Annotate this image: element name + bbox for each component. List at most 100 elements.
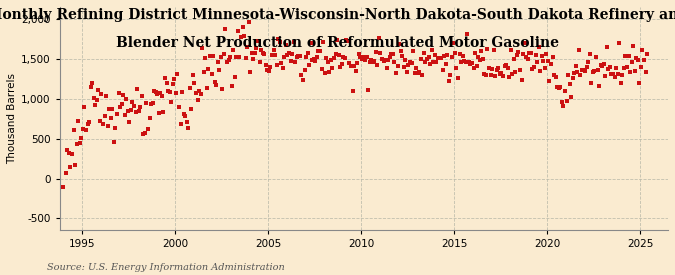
- Point: [65, 164, 76, 169]
- Point: [453, 75, 464, 80]
- Point: [360, 58, 371, 62]
- Point: [124, 120, 135, 125]
- Point: [60, 171, 71, 175]
- Point: [254, 60, 265, 64]
- Point: [188, 73, 198, 78]
- Point: [158, 110, 169, 114]
- Point: [434, 56, 445, 60]
- Point: [490, 74, 501, 78]
- Point: [423, 55, 434, 59]
- Point: [524, 51, 535, 55]
- Point: [383, 58, 394, 62]
- Point: [140, 131, 151, 136]
- Point: [435, 56, 446, 60]
- Point: [488, 48, 499, 52]
- Point: [130, 110, 141, 114]
- Point: [242, 45, 252, 50]
- Point: [589, 69, 600, 73]
- Point: [592, 68, 603, 72]
- Point: [403, 63, 414, 67]
- Point: [290, 59, 300, 64]
- Point: [273, 37, 284, 41]
- Point: [251, 45, 262, 50]
- Point: [330, 51, 341, 56]
- Point: [608, 72, 618, 76]
- Point: [429, 52, 440, 57]
- Point: [541, 52, 551, 57]
- Point: [600, 74, 611, 78]
- Point: [477, 57, 488, 61]
- Point: [352, 61, 362, 65]
- Point: [186, 107, 197, 111]
- Point: [516, 77, 527, 82]
- Point: [107, 107, 117, 112]
- Point: [459, 58, 470, 63]
- Point: [508, 57, 519, 61]
- Point: [521, 55, 532, 59]
- Point: [79, 104, 90, 109]
- Point: [243, 20, 254, 24]
- Point: [110, 126, 121, 130]
- Point: [300, 55, 311, 59]
- Point: [538, 59, 549, 64]
- Point: [537, 53, 547, 58]
- Point: [384, 54, 395, 59]
- Point: [129, 104, 140, 109]
- Point: [344, 61, 355, 66]
- Point: [543, 59, 554, 64]
- Point: [175, 122, 186, 127]
- Point: [287, 51, 298, 56]
- Point: [583, 60, 593, 64]
- Point: [404, 60, 415, 64]
- Point: [471, 64, 482, 68]
- Point: [298, 78, 308, 82]
- Point: [377, 57, 387, 62]
- Point: [569, 71, 580, 75]
- Point: [98, 122, 109, 127]
- Point: [549, 73, 560, 77]
- Point: [331, 38, 342, 42]
- Point: [380, 58, 391, 62]
- Point: [367, 60, 378, 65]
- Point: [512, 53, 522, 57]
- Point: [587, 70, 598, 74]
- Point: [433, 55, 443, 60]
- Point: [637, 48, 648, 53]
- Point: [203, 67, 214, 71]
- Point: [445, 73, 456, 77]
- Point: [70, 163, 80, 167]
- Point: [148, 89, 159, 94]
- Point: [76, 136, 86, 141]
- Point: [201, 86, 212, 91]
- Point: [250, 51, 261, 55]
- Point: [184, 86, 195, 90]
- Point: [127, 100, 138, 104]
- Point: [225, 55, 236, 60]
- Point: [501, 63, 512, 67]
- Point: [581, 64, 592, 69]
- Point: [109, 139, 119, 144]
- Point: [325, 57, 336, 62]
- Point: [152, 92, 163, 97]
- Point: [200, 56, 211, 60]
- Point: [440, 61, 451, 66]
- Point: [285, 59, 296, 64]
- Point: [305, 41, 316, 46]
- Point: [262, 68, 273, 72]
- Point: [166, 100, 177, 104]
- Point: [267, 53, 277, 57]
- Point: [441, 53, 452, 57]
- Point: [499, 64, 510, 68]
- Point: [612, 72, 623, 76]
- Point: [206, 72, 217, 76]
- Point: [481, 73, 491, 78]
- Point: [624, 70, 635, 75]
- Point: [564, 82, 575, 86]
- Point: [252, 39, 263, 43]
- Point: [529, 65, 539, 69]
- Point: [420, 60, 431, 65]
- Point: [119, 112, 130, 117]
- Point: [239, 33, 250, 38]
- Point: [288, 39, 299, 44]
- Point: [472, 54, 483, 59]
